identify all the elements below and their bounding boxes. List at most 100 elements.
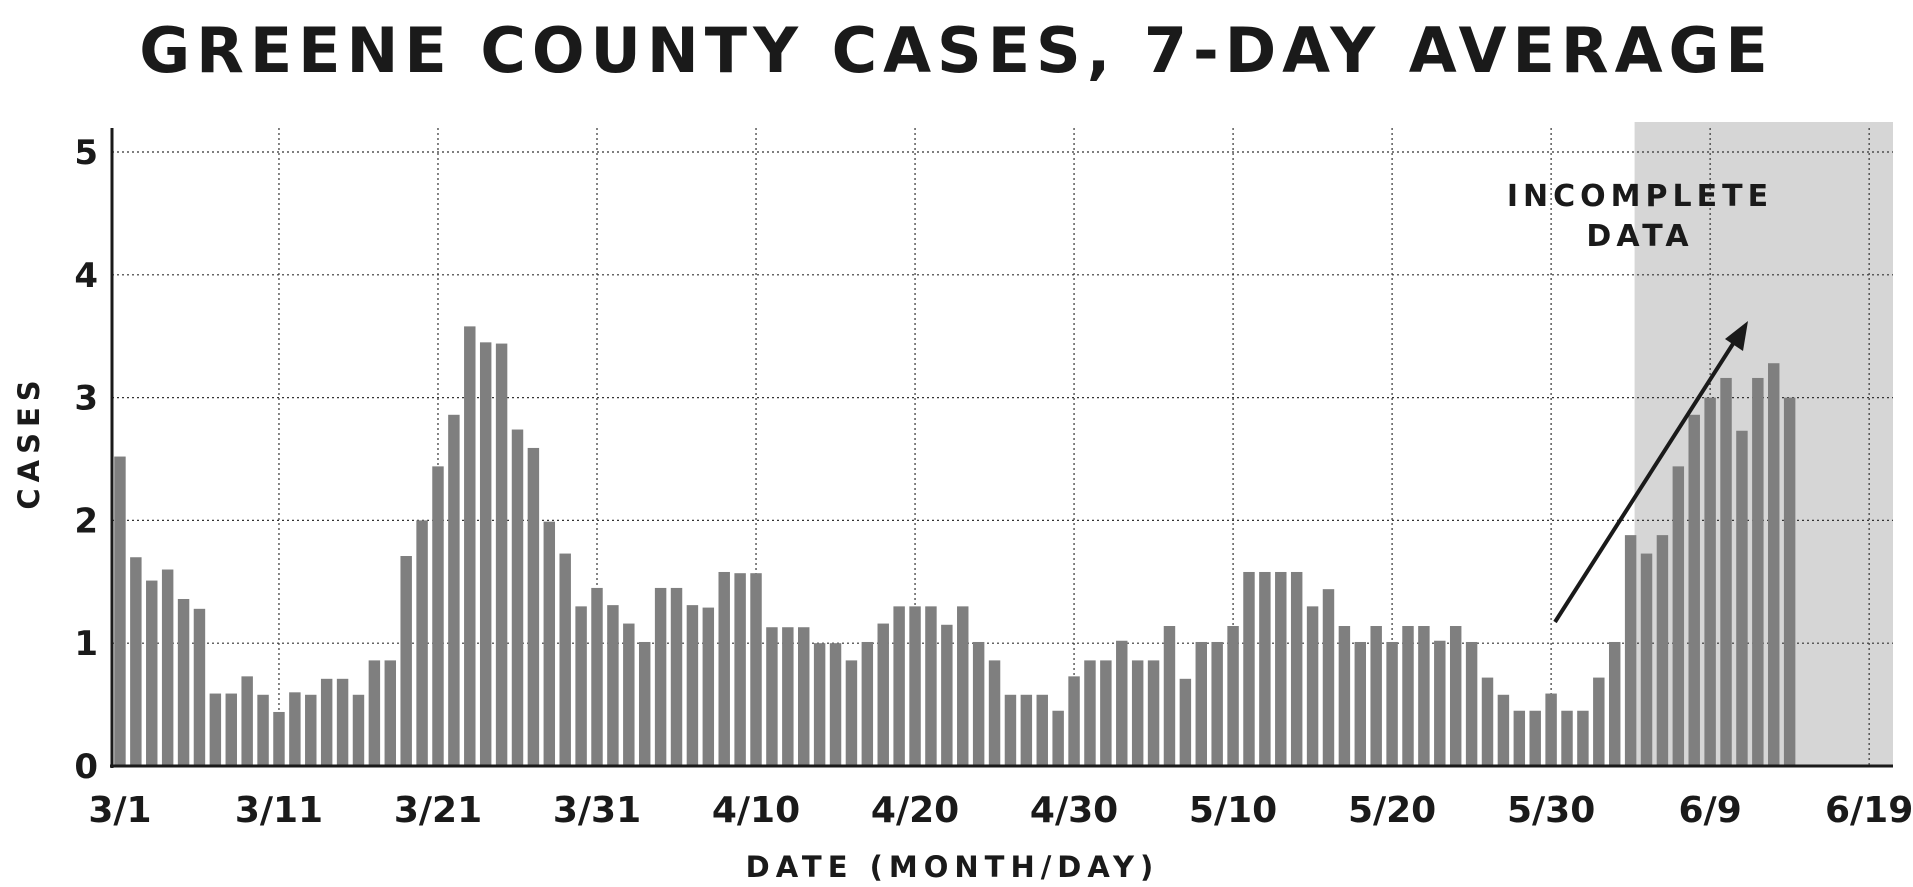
bar	[1656, 535, 1669, 766]
x-tick-label: 3/31	[553, 790, 641, 831]
bar	[130, 557, 142, 766]
x-tick-label: 6/19	[1825, 790, 1913, 831]
bar	[1449, 626, 1462, 766]
incomplete-data-label: DATA	[1586, 219, 1693, 254]
bar	[575, 606, 587, 766]
bar	[877, 623, 889, 766]
bar	[1290, 571, 1303, 766]
bar	[957, 606, 969, 766]
bar	[225, 693, 237, 766]
bar	[1227, 626, 1239, 766]
bar	[177, 598, 190, 766]
bar	[479, 342, 492, 766]
bar	[638, 641, 651, 766]
bar	[559, 553, 571, 766]
bar	[1211, 641, 1223, 766]
bar	[1672, 466, 1685, 766]
bar	[1338, 626, 1351, 766]
bar	[798, 627, 810, 766]
bar	[1322, 589, 1335, 766]
bar	[1402, 626, 1414, 766]
x-tick-label: 6/9	[1679, 790, 1742, 831]
bar	[257, 694, 269, 766]
bar	[1004, 694, 1017, 766]
bar	[543, 521, 556, 766]
y-tick-label: 2	[74, 501, 98, 541]
bar	[686, 605, 699, 766]
x-axis-title: DATE (MONTH/DAY)	[746, 850, 1160, 884]
bar	[1736, 430, 1748, 766]
bar	[623, 623, 635, 766]
axes-layer: 0 1 2 3 4 5 3/1 3/11 3/21 3/31 4/10 4/20 4/30 5/10 5/2…	[12, 128, 1913, 884]
bar	[1386, 641, 1398, 766]
bar	[1465, 641, 1478, 766]
bar	[1068, 676, 1080, 766]
incomplete-data-label: INCOMPLETE	[1507, 179, 1773, 214]
chart-title: GREENE COUNTY CASES, 7-DAY AVERAGE	[139, 14, 1774, 87]
bar	[941, 624, 953, 766]
bar	[114, 456, 126, 766]
bar	[495, 343, 508, 766]
bar	[782, 627, 794, 766]
bar	[909, 606, 921, 766]
bar	[1434, 640, 1446, 766]
x-tick-label: 5/20	[1348, 790, 1436, 831]
bar	[241, 676, 253, 766]
y-tick-label: 0	[74, 747, 98, 787]
bar	[750, 573, 762, 766]
bar	[1370, 626, 1382, 766]
bar	[193, 608, 206, 766]
bar	[448, 414, 460, 766]
bar	[845, 660, 858, 766]
bar	[1020, 694, 1033, 766]
bar	[1163, 626, 1176, 766]
bar	[1720, 377, 1732, 766]
bar	[1783, 397, 1796, 766]
annotation-layer: INCOMPLETE DATA	[1507, 179, 1773, 624]
trend-arrow-shaft	[1553, 334, 1740, 624]
bar	[766, 627, 778, 766]
bar	[1704, 397, 1716, 766]
x-tick-label: 5/30	[1507, 790, 1595, 831]
bar	[1243, 571, 1255, 766]
bar	[829, 643, 842, 766]
bars-layer	[114, 326, 1796, 766]
x-tick-label: 4/20	[871, 790, 959, 831]
bar	[893, 606, 905, 766]
x-tick-label: 4/30	[1030, 790, 1118, 831]
bar	[1418, 626, 1430, 766]
x-tick-label: 4/10	[712, 790, 800, 831]
bar	[1275, 571, 1287, 766]
bar	[1513, 710, 1526, 766]
bar	[718, 571, 730, 766]
bar	[1147, 660, 1160, 766]
bar	[988, 660, 1001, 766]
trend-arrow-head	[1725, 321, 1748, 351]
bar	[670, 587, 683, 766]
bar	[1561, 710, 1573, 766]
bar	[1306, 606, 1319, 766]
bar	[416, 520, 428, 766]
bar	[432, 466, 444, 766]
bar	[400, 556, 412, 766]
bar	[1100, 660, 1112, 766]
bar	[972, 641, 985, 766]
y-tick-label: 5	[74, 133, 98, 173]
bar	[305, 694, 317, 766]
bar	[1752, 377, 1764, 766]
bar	[654, 587, 667, 766]
x-tick-label: 3/11	[235, 790, 323, 831]
bar	[464, 326, 476, 766]
bar	[1481, 677, 1494, 766]
bar	[1577, 710, 1589, 766]
bar	[1195, 641, 1207, 766]
bar	[591, 587, 603, 766]
x-tick-label: 5/10	[1189, 790, 1277, 831]
bar	[273, 711, 285, 766]
bar	[1116, 640, 1128, 766]
bar	[1768, 363, 1780, 766]
bar	[734, 573, 746, 766]
bar	[289, 692, 301, 766]
bar	[925, 606, 937, 766]
